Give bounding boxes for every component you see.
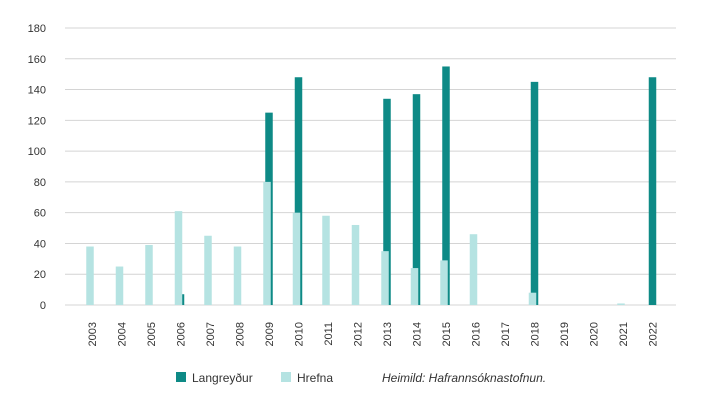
- x-tick-label: 2008: [235, 322, 247, 346]
- y-tick-label: 60: [34, 208, 46, 220]
- bar-hrefna-2014: [410, 268, 419, 305]
- bar-hrefna-2016: [469, 234, 478, 305]
- bar-hrefna-2011: [322, 215, 330, 305]
- y-axis-tick-labels: 0 20 40 60 80 100 120 140 160 180: [28, 23, 46, 312]
- x-tick-label: 2011: [323, 322, 335, 346]
- x-tick-label: 2022: [648, 322, 660, 346]
- bars: [86, 66, 657, 306]
- bar-hrefna-2003: [86, 246, 94, 305]
- x-tick-label: 2010: [294, 322, 306, 346]
- y-tick-label: 180: [28, 23, 46, 35]
- bar-langreydur-2015: [442, 66, 450, 305]
- bar-hrefna-2008: [233, 246, 242, 305]
- bar-hrefna-2013: [381, 251, 389, 305]
- bar-hrefna-2009: [263, 181, 271, 305]
- x-tick-label: 2018: [530, 322, 542, 346]
- y-tick-label: 0: [40, 300, 46, 312]
- bar-hrefna-2018: [528, 292, 537, 305]
- bar-langreydur-2010: [294, 77, 303, 305]
- bar-hrefna-2005: [145, 244, 153, 305]
- x-tick-label: 2009: [264, 322, 276, 346]
- bar-hrefna-2010: [292, 212, 301, 305]
- x-tick-label: 2017: [500, 322, 512, 346]
- legend-swatch-hrefna: [281, 372, 291, 382]
- y-tick-label: 140: [28, 85, 46, 97]
- x-tick-label: 2004: [117, 322, 129, 346]
- x-tick-label: 2013: [382, 322, 394, 346]
- bar-hrefna-2012: [351, 224, 360, 305]
- x-tick-label: 2021: [618, 322, 630, 346]
- x-tick-label: 2006: [176, 322, 188, 346]
- bar-langreydur-2018: [530, 81, 539, 305]
- source-note: Heimild: Hafrannsóknastofnun.: [382, 371, 546, 385]
- x-tick-label: 2019: [559, 322, 571, 346]
- legend-label-langreydur: Langreyður: [192, 371, 253, 385]
- bar-hrefna-2021: [617, 303, 625, 305]
- gridlines: [65, 27, 676, 306]
- bar-hrefna-2004: [115, 266, 124, 305]
- bar-langreydur-2013: [383, 98, 391, 306]
- x-axis-tick-labels: 2003 2004 2005 2006 2007 2008 2009 2010 2011 2012…: [87, 322, 660, 346]
- y-tick-label: 100: [28, 146, 46, 158]
- x-tick-label: 2007: [205, 322, 217, 346]
- y-tick-label: 80: [34, 177, 46, 189]
- y-tick-label: 120: [28, 115, 46, 127]
- legend-swatch-langreydur: [176, 372, 186, 382]
- x-tick-label: 2014: [412, 322, 424, 346]
- x-tick-label: 2016: [471, 322, 483, 346]
- legend-label-hrefna: Hrefna: [297, 371, 333, 385]
- bar-hrefna-2015: [440, 260, 448, 305]
- bar-langreydur-2022: [648, 77, 657, 305]
- x-tick-label: 2005: [146, 322, 158, 346]
- x-tick-label: 2003: [87, 322, 99, 346]
- bar-langreydur-2014: [412, 94, 421, 305]
- x-tick-label: 2012: [353, 322, 365, 346]
- y-tick-label: 20: [34, 269, 46, 281]
- x-tick-label: 2020: [589, 322, 601, 346]
- bar-hrefna-2006: [174, 211, 183, 305]
- y-tick-label: 40: [34, 238, 46, 250]
- y-tick-label: 160: [28, 54, 46, 66]
- x-tick-label: 2015: [441, 322, 453, 346]
- legend: Langreyður Hrefna Heimild: Hafrannsóknas…: [176, 371, 546, 385]
- bar-hrefna-2007: [204, 235, 212, 305]
